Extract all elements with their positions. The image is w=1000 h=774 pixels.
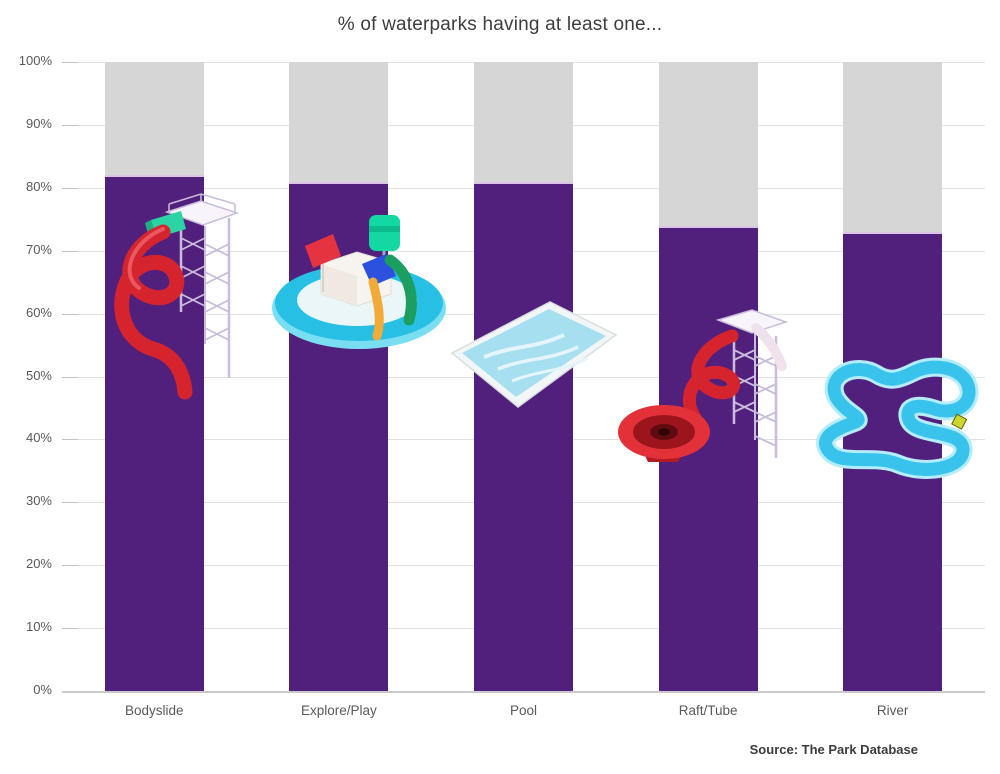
bar-remainder-river [843, 62, 943, 232]
bar-value-pool [473, 181, 573, 691]
y-axis-label-0: 0% [33, 682, 52, 697]
y-tick-90 [62, 124, 78, 126]
y-axis-label-30: 30% [25, 493, 52, 509]
x-axis-label-bodyslide: Bodyslide [125, 703, 184, 718]
y-axis-label-10: 10% [25, 619, 52, 635]
y-tick-100 [62, 62, 78, 63]
y-axis-label-50: 50% [25, 367, 52, 383]
y-tick-30 [62, 502, 78, 504]
gridline-0 [62, 691, 985, 693]
bar-remainder-raft-tube [658, 62, 758, 226]
y-axis-label-40: 40% [25, 430, 52, 446]
y-tick-80 [62, 187, 78, 189]
river-icon [816, 357, 979, 479]
y-axis-label-70: 70% [25, 241, 52, 257]
raft-tube-icon [618, 309, 789, 462]
y-axis-label-100: 100% [18, 53, 52, 68]
source-note: Source: The Park Database [749, 742, 918, 757]
explore-play-icon [272, 215, 446, 349]
bar-group-explore-play [247, 62, 432, 691]
x-axis-label-raft-tube: Raft/Tube [678, 703, 738, 718]
x-axis-label-pool: Pool [509, 703, 537, 718]
y-tick-40 [62, 439, 78, 441]
bar-pool [473, 62, 573, 691]
bar-explore-play [289, 62, 389, 691]
bar-remainder-bodyslide [104, 62, 204, 176]
chart-title: % of waterparks having at least one... [337, 14, 663, 35]
bar-remainder-explore-play [289, 62, 389, 182]
bar-remainder-pool [473, 62, 573, 182]
pool-icon [450, 301, 618, 408]
y-axis-label-60: 60% [25, 304, 52, 320]
bodyslide-icon [114, 193, 240, 400]
y-axis-label-20: 20% [25, 556, 52, 572]
x-axis-label-explore-play: Explore/Play [300, 703, 377, 718]
y-tick-10 [62, 628, 78, 630]
y-tick-20 [62, 565, 78, 567]
bar-group-pool [431, 62, 616, 691]
x-axis-label-river: River [876, 703, 909, 718]
y-tick-50 [62, 376, 78, 378]
y-axis-label-80: 80% [25, 178, 52, 194]
y-tick-60 [62, 313, 78, 315]
y-tick-70 [62, 250, 78, 252]
y-axis-label-90: 90% [25, 115, 52, 131]
